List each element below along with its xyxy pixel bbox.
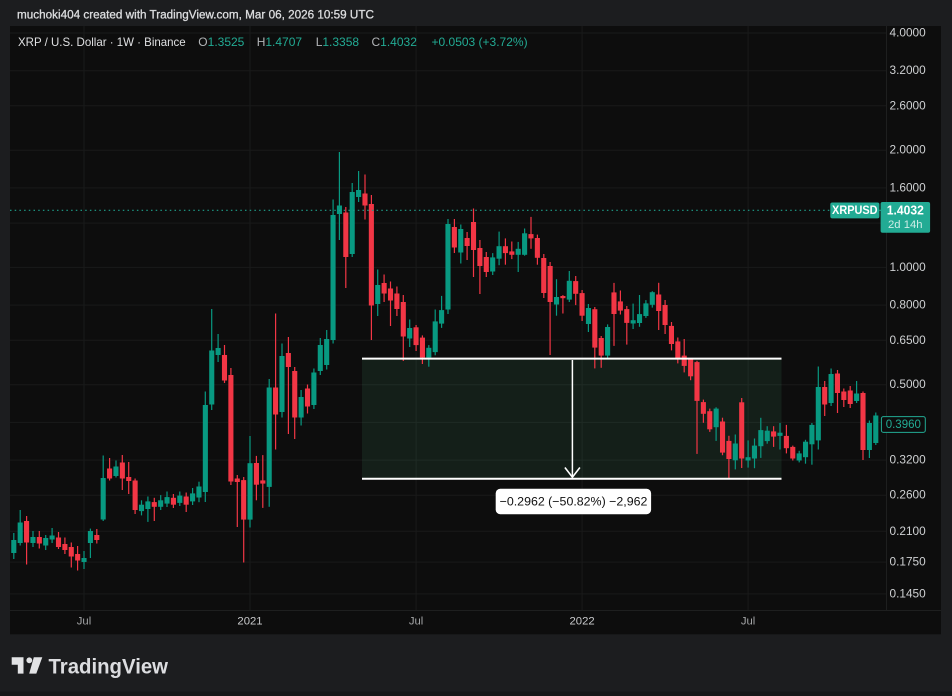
svg-text:0.5000: 0.5000	[890, 378, 927, 391]
svg-text:muchoki404 created with Tradin: muchoki404 created with TradingView.com,…	[17, 8, 374, 22]
svg-text:0.1450: 0.1450	[890, 587, 927, 600]
svg-text:2021: 2021	[237, 616, 262, 628]
svg-text:1.0000: 1.0000	[890, 261, 927, 274]
svg-text:2d 14h: 2d 14h	[888, 219, 923, 231]
svg-text:0.3960: 0.3960	[886, 419, 921, 431]
svg-text:−0.2962 (−50.82%) −2,962: −0.2962 (−50.82%) −2,962	[500, 495, 648, 509]
svg-text:Jul: Jul	[77, 616, 91, 628]
svg-text:0.3200: 0.3200	[890, 454, 927, 467]
svg-text:1.6000: 1.6000	[890, 181, 927, 194]
svg-text:1.4032: 1.4032	[887, 203, 924, 217]
svg-text:0.2600: 0.2600	[890, 489, 927, 502]
svg-text:Jul: Jul	[741, 616, 755, 628]
svg-text:TradingView: TradingView	[49, 654, 169, 678]
svg-text:0.8000: 0.8000	[890, 299, 927, 312]
svg-text:XRP / U.S. Dollar · 1W · Binan: XRP / U.S. Dollar · 1W · Binance	[18, 35, 186, 49]
svg-text:4.0000: 4.0000	[890, 27, 927, 40]
svg-text:2.0000: 2.0000	[890, 144, 927, 157]
svg-text:2.6000: 2.6000	[890, 99, 927, 112]
svg-text:3.2000: 3.2000	[890, 64, 927, 77]
svg-text:Jul: Jul	[409, 616, 423, 628]
svg-text:0.6500: 0.6500	[890, 334, 927, 347]
svg-text:0.1750: 0.1750	[890, 556, 927, 569]
svg-text:0.2100: 0.2100	[890, 525, 927, 538]
svg-text:2022: 2022	[570, 616, 595, 628]
svg-text:XRPUSD: XRPUSD	[832, 205, 878, 217]
